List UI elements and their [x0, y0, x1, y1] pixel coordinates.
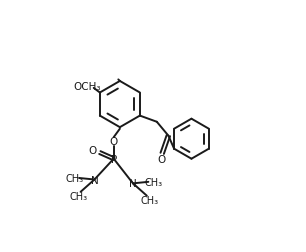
Text: CH₃: CH₃ — [140, 196, 158, 205]
Text: CH₃: CH₃ — [69, 192, 87, 202]
Text: N: N — [129, 179, 137, 188]
Text: O: O — [88, 146, 96, 156]
Text: O: O — [157, 155, 166, 165]
Text: N: N — [91, 175, 98, 185]
Text: OCH₃: OCH₃ — [74, 82, 101, 92]
Text: P: P — [110, 154, 117, 164]
Text: O: O — [110, 137, 118, 146]
Text: CH₃: CH₃ — [65, 173, 84, 183]
Text: CH₃: CH₃ — [145, 177, 163, 187]
